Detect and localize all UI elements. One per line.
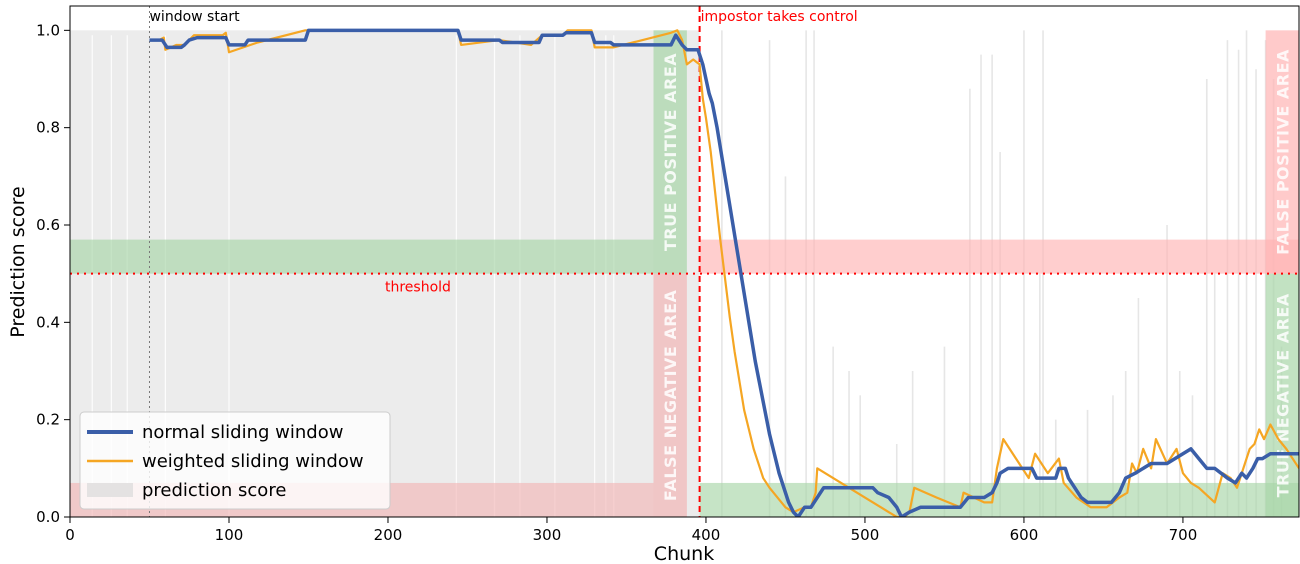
x-axis-ticks: 0 100 200 300 400 500 600 700 (65, 517, 1197, 544)
series-lines (149, 28, 1299, 517)
y-axis-title: Prediction score (7, 186, 29, 337)
y-axis-ticks: 0.0 0.2 0.4 0.6 0.8 1.0 (36, 21, 70, 526)
area-band-0 (70, 239, 654, 274)
area-label-1: FALSE NEGATIVE AREA (661, 289, 680, 501)
area-strip-2 (1265, 30, 1299, 274)
legend-label-weighted: weighted sliding window (142, 451, 364, 472)
x-tick-label: 200 (374, 526, 403, 544)
window-start-label: window start (149, 9, 240, 25)
legend-label-score: prediction score (142, 480, 286, 501)
area-strip-3 (1265, 273, 1299, 517)
legend-swatch-score (87, 483, 133, 497)
x-tick-label: 500 (851, 526, 880, 544)
threshold-label: threshold (385, 280, 451, 296)
x-tick-label: 0 (65, 526, 75, 544)
y-tick-label: 0.2 (36, 411, 60, 429)
x-tick-label: 300 (533, 526, 562, 544)
area-label-0: TRUE POSITIVE AREA (661, 53, 680, 251)
legend: normal sliding window weighted sliding w… (79, 411, 391, 510)
outcome-area-labels: TRUE POSITIVE AREA FALSE NEGATIVE AREA FAL… (661, 49, 1292, 501)
y-tick-label: 0.4 (36, 313, 60, 331)
x-tick-label: 400 (692, 526, 721, 544)
area-strip-1 (653, 273, 687, 517)
legend-box (79, 411, 391, 510)
area-label-3: TRUE NEGATIVE AREA (1273, 293, 1292, 497)
x-tick-label: 700 (1169, 526, 1198, 544)
series-line-0 (149, 28, 1299, 517)
y-tick-label: 0.6 (36, 216, 60, 234)
impostor-label: impostor takes control (701, 9, 858, 25)
x-tick-label: 100 (215, 526, 244, 544)
y-tick-label: 0.0 (36, 508, 60, 526)
plot-frame (69, 5, 1300, 518)
y-tick-label: 1.0 (36, 21, 60, 39)
area-band-2 (699, 239, 1299, 274)
area-label-2: FALSE POSITIVE AREA (1273, 49, 1292, 255)
legend-label-normal: normal sliding window (142, 422, 343, 443)
x-tick-label: 600 (1010, 526, 1039, 544)
area-strip-0 (653, 30, 687, 274)
y-tick-label: 0.8 (36, 119, 60, 137)
x-axis-title: Chunk (654, 543, 714, 564)
